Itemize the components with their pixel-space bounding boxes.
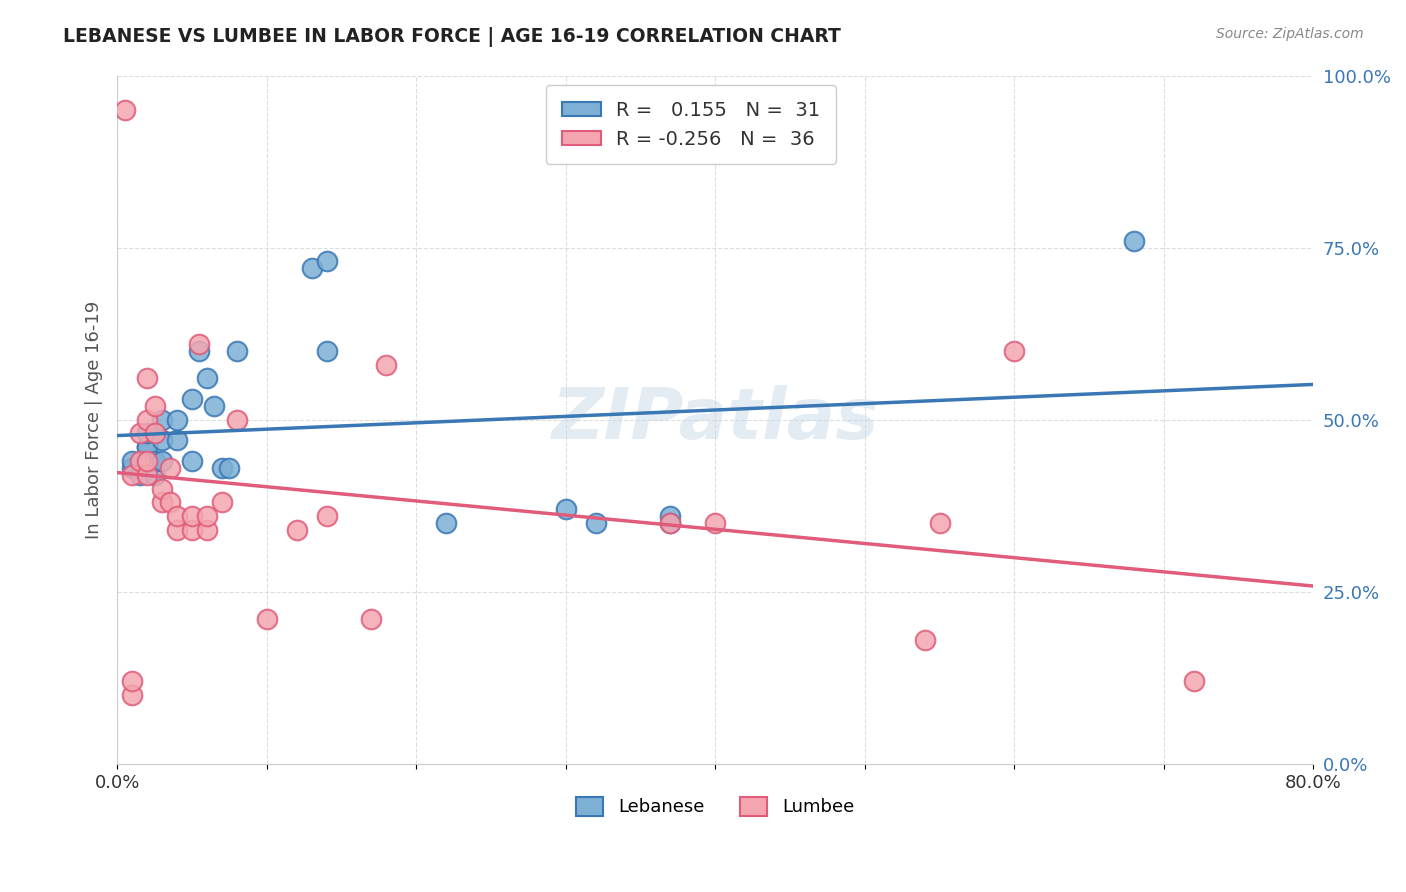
Text: ZIPatlas: ZIPatlas: [551, 385, 879, 454]
Point: [143, 467, 166, 482]
Point: [159, 460, 181, 475]
Point: [202, 399, 225, 413]
Point: [928, 516, 950, 530]
Point: [585, 516, 607, 530]
Point: [150, 412, 173, 426]
Point: [159, 495, 181, 509]
Point: [136, 412, 159, 426]
Point: [136, 440, 159, 454]
Point: [1182, 674, 1205, 689]
Point: [128, 454, 150, 468]
Point: [136, 467, 159, 482]
Point: [225, 412, 247, 426]
Point: [1122, 234, 1144, 248]
Point: [211, 495, 233, 509]
Point: [121, 454, 143, 468]
Point: [143, 399, 166, 413]
Text: Source: ZipAtlas.com: Source: ZipAtlas.com: [1216, 27, 1364, 41]
Point: [659, 516, 682, 530]
Point: [659, 509, 682, 524]
Point: [195, 523, 218, 537]
Point: [136, 454, 159, 468]
Point: [181, 454, 204, 468]
Point: [166, 509, 188, 524]
Point: [188, 343, 211, 358]
Point: [166, 412, 188, 426]
Point: [434, 516, 457, 530]
Point: [136, 426, 159, 441]
Point: [704, 516, 727, 530]
Point: [181, 392, 204, 406]
Point: [315, 254, 337, 268]
Point: [360, 612, 382, 626]
Point: [121, 467, 143, 482]
Point: [114, 103, 136, 117]
Point: [195, 509, 218, 524]
Point: [1002, 343, 1025, 358]
Text: LEBANESE VS LUMBEE IN LABOR FORCE | AGE 16-19 CORRELATION CHART: LEBANESE VS LUMBEE IN LABOR FORCE | AGE …: [63, 27, 841, 46]
Point: [121, 688, 143, 702]
Point: [225, 343, 247, 358]
Point: [181, 523, 204, 537]
Point: [914, 632, 936, 647]
Point: [256, 612, 278, 626]
Point: [301, 261, 323, 276]
Point: [143, 454, 166, 468]
Point: [211, 460, 233, 475]
Point: [150, 482, 173, 496]
Point: [150, 454, 173, 468]
Point: [143, 426, 166, 441]
Point: [136, 371, 159, 385]
Point: [143, 426, 166, 441]
Legend: Lebanese, Lumbee: Lebanese, Lumbee: [569, 789, 862, 823]
Point: [285, 523, 308, 537]
Point: [166, 434, 188, 448]
Point: [150, 434, 173, 448]
Point: [128, 467, 150, 482]
Point: [195, 371, 218, 385]
Point: [315, 343, 337, 358]
Point: [136, 440, 159, 454]
Point: [150, 495, 173, 509]
Point: [121, 674, 143, 689]
Point: [375, 358, 398, 372]
Point: [554, 502, 576, 516]
Point: [315, 509, 337, 524]
Point: [166, 523, 188, 537]
Point: [188, 337, 211, 351]
Point: [218, 460, 240, 475]
Point: [181, 509, 204, 524]
Y-axis label: In Labor Force | Age 16-19: In Labor Force | Age 16-19: [86, 301, 103, 539]
Point: [659, 516, 682, 530]
Point: [121, 460, 143, 475]
Point: [128, 426, 150, 441]
